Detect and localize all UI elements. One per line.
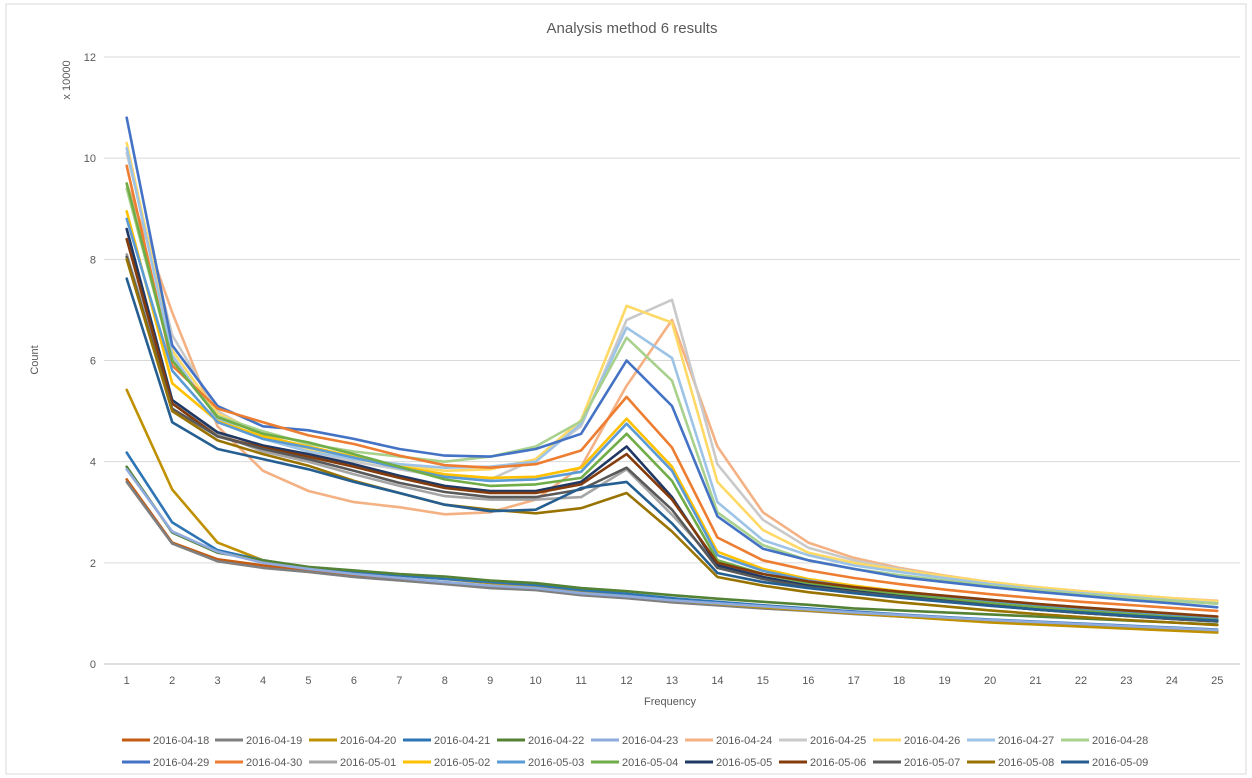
x-tick-label: 6 xyxy=(351,675,357,687)
legend-label: 2016-05-07 xyxy=(904,757,960,769)
y-tick-label: 2 xyxy=(90,558,96,570)
legend-item: 2016-04-26 xyxy=(873,735,960,747)
legend-label: 2016-04-19 xyxy=(246,735,302,747)
y-tick-label: 0 xyxy=(90,659,96,671)
legend-item: 2016-04-22 xyxy=(497,735,584,747)
series-line-2016-05-08 xyxy=(125,257,1219,627)
legend-item: 2016-05-06 xyxy=(779,757,866,769)
series-line-2016-05-04 xyxy=(125,182,1219,622)
legend-label: 2016-05-08 xyxy=(998,757,1054,769)
x-tick-label: 3 xyxy=(215,675,221,687)
legend-label: 2016-05-04 xyxy=(622,757,678,769)
series-line-2016-04-29 xyxy=(125,116,1219,609)
gridlines xyxy=(104,56,1240,665)
x-tick-label: 23 xyxy=(1120,675,1132,687)
legend-item: 2016-04-28 xyxy=(1061,735,1148,747)
chart-title: Analysis method 6 results xyxy=(547,20,718,37)
x-tick-label: 25 xyxy=(1211,675,1223,687)
legend-label: 2016-05-05 xyxy=(716,757,772,769)
x-tick-label: 9 xyxy=(487,675,493,687)
legend-label: 2016-04-25 xyxy=(810,735,866,747)
y-tick-label: 4 xyxy=(90,457,96,469)
legend-item: 2016-05-07 xyxy=(873,757,960,769)
x-tick-label: 24 xyxy=(1166,675,1178,687)
legend-label: 2016-05-01 xyxy=(340,757,396,769)
legend-label: 2016-05-02 xyxy=(434,757,490,769)
x-tick-label: 15 xyxy=(757,675,769,687)
x-tick-label: 5 xyxy=(305,675,311,687)
legend-item: 2016-04-21 xyxy=(403,735,490,747)
legend-label: 2016-04-24 xyxy=(716,735,772,747)
legend-label: 2016-04-27 xyxy=(998,735,1054,747)
x-tick-label: 19 xyxy=(939,675,951,687)
legend-label: 2016-04-28 xyxy=(1092,735,1148,747)
x-tick-label: 17 xyxy=(848,675,860,687)
legend-item: 2016-04-23 xyxy=(591,735,678,747)
x-tick-label: 14 xyxy=(711,675,723,687)
y-tick-label: 10 xyxy=(84,153,96,165)
x-tick-label: 10 xyxy=(530,675,542,687)
legend-item: 2016-05-04 xyxy=(591,757,678,769)
legend-item: 2016-05-01 xyxy=(309,757,396,769)
legend-label: 2016-04-30 xyxy=(246,757,302,769)
legend-label: 2016-05-03 xyxy=(528,757,584,769)
legend-item: 2016-05-08 xyxy=(967,757,1054,769)
y-unit-label: x 10000 xyxy=(61,60,73,99)
y-tick-labels: 0 2 4 6 8 10 12 xyxy=(84,52,96,671)
legend-item: 2016-05-03 xyxy=(497,757,584,769)
legend-item: 2016-04-20 xyxy=(309,735,396,747)
y-tick-label: 6 xyxy=(90,356,96,368)
legend-label: 2016-05-09 xyxy=(1092,757,1148,769)
y-axis-title: Count xyxy=(29,345,41,374)
legend-label: 2016-04-23 xyxy=(622,735,678,747)
x-tick-labels: 1 2 3 4 5 6 7 8 9 10 11 12 13 14 15 16 17 18 19 20 21 22 23 24 2… xyxy=(124,675,1224,687)
x-tick-label: 21 xyxy=(1029,675,1041,687)
x-tick-label: 1 xyxy=(124,675,130,687)
y-tick-label: 8 xyxy=(90,254,96,266)
legend-label: 2016-04-29 xyxy=(153,757,209,769)
series-line-2016-04-30 xyxy=(125,164,1219,613)
legend-label: 2016-04-18 xyxy=(153,735,209,747)
x-tick-label: 16 xyxy=(802,675,814,687)
legend-item: 2016-04-29 xyxy=(122,757,209,769)
legend-label: 2016-04-21 xyxy=(434,735,490,747)
legend-item: 2016-04-27 xyxy=(967,735,1054,747)
legend-item: 2016-04-18 xyxy=(122,735,209,747)
legend-item: 2016-05-05 xyxy=(685,757,772,769)
series-line-2016-04-22 xyxy=(125,465,1219,626)
legend-label: 2016-04-22 xyxy=(528,735,584,747)
x-axis-title: Frequency xyxy=(644,696,696,708)
x-tick-label: 13 xyxy=(666,675,678,687)
x-tick-label: 20 xyxy=(984,675,996,687)
series-line-2016-05-06 xyxy=(125,237,1219,618)
series-line-2016-04-26 xyxy=(125,141,1219,603)
x-tick-label: 18 xyxy=(893,675,905,687)
legend-label: 2016-04-26 xyxy=(904,735,960,747)
x-tick-label: 22 xyxy=(1075,675,1087,687)
legend-item: 2016-05-02 xyxy=(403,757,490,769)
x-tick-label: 12 xyxy=(620,675,632,687)
x-tick-label: 4 xyxy=(260,675,266,687)
series-line-2016-04-23 xyxy=(125,467,1219,632)
series-line-2016-05-09 xyxy=(125,277,1219,622)
legend-item: 2016-05-09 xyxy=(1061,757,1148,769)
legend-label: 2016-05-06 xyxy=(810,757,866,769)
legend-item: 2016-04-25 xyxy=(779,735,866,747)
series-line-2016-04-28 xyxy=(125,187,1219,606)
series-lines xyxy=(125,116,1219,634)
legend-item: 2016-04-19 xyxy=(215,735,302,747)
legend-item: 2016-04-24 xyxy=(685,735,772,747)
legend-label: 2016-04-20 xyxy=(340,735,396,747)
x-tick-label: 8 xyxy=(442,675,448,687)
legend: 2016-04-18 2016-04-19 2016-04-20 2016-04-21… xyxy=(122,735,1148,769)
legend-item: 2016-04-30 xyxy=(215,757,302,769)
x-tick-label: 7 xyxy=(396,675,402,687)
x-tick-label: 11 xyxy=(575,675,586,687)
y-tick-label: 12 xyxy=(84,52,96,64)
x-tick-label: 2 xyxy=(169,675,175,687)
